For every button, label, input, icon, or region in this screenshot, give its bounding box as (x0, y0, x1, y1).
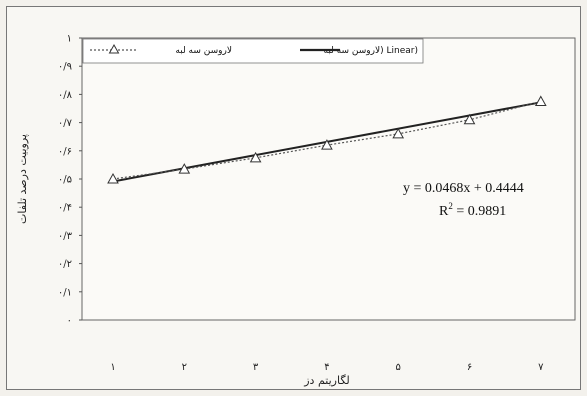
y-tick-label: ۰/۶ (58, 146, 72, 157)
x-tick-label: ۲ (182, 362, 187, 373)
y-tick-label: ۰/۸ (58, 90, 73, 101)
data-markers (107, 95, 547, 184)
y-tick-label: ۰/۳ (58, 231, 73, 242)
y-axis-title: پروبیت درصد تلفات (16, 134, 29, 224)
x-tick-label: ۷ (538, 362, 544, 373)
y-tick-label: ۱ (67, 34, 72, 45)
x-tick-label: ۶ (467, 362, 472, 373)
data-point-marker (392, 127, 405, 139)
data-point-marker (107, 172, 119, 184)
r-squared-prefix: R (439, 204, 449, 219)
r-squared-value: = 0.9891 (453, 204, 506, 219)
r-squared-sup: 2 (448, 201, 453, 211)
y-tick-label: ۰/۷ (58, 118, 73, 129)
legend-label-data: لاروسن سه لبه (175, 46, 232, 56)
data-point-marker (463, 113, 476, 125)
x-axis-ticks: ۱ ۲ ۳ ۴ ۵ ۶ ۷ (110, 362, 544, 373)
y-tick-label: ۰/۲ (58, 259, 72, 270)
data-point-marker (534, 95, 547, 106)
data-point-marker (321, 139, 333, 150)
r-squared: R2 = 0.9891 (439, 201, 506, 219)
y-tick-label: ۰/۴ (58, 203, 72, 214)
data-point-marker (249, 151, 262, 163)
x-axis-title: لگاریتم دز (303, 374, 350, 387)
x-tick-label: ۳ (253, 362, 259, 373)
legend: لاروسن سه لبه) Linear) لاروسن سه لبه (82, 38, 424, 64)
x-tick-label: ۱ (110, 362, 115, 373)
trend-equation: y = 0.0468x + 0.4444 (403, 181, 524, 196)
plot-area (81, 37, 576, 321)
y-tick-label: ۰ (67, 316, 72, 327)
y-axis-ticks: ۰ ۰/۱ ۰/۲ ۰/۳ ۰/۴ ۰/۵ ۰/۶ ۰/۷ ۰/۸ ۰/۹ ۱ (58, 34, 82, 327)
legend-label-linear: لاروسن سه لبه) Linear) (324, 46, 418, 56)
y-tick-label: ۰/۱ (58, 287, 72, 298)
legend-box (82, 38, 424, 64)
y-tick-label: ۰/۹ (58, 62, 72, 73)
legend-swatch-marker (108, 43, 120, 54)
data-point-marker (178, 163, 191, 174)
x-tick-label: ۵ (396, 362, 401, 373)
x-tick-label: ۴ (324, 362, 329, 373)
y-tick-label: ۰/۵ (58, 175, 72, 186)
